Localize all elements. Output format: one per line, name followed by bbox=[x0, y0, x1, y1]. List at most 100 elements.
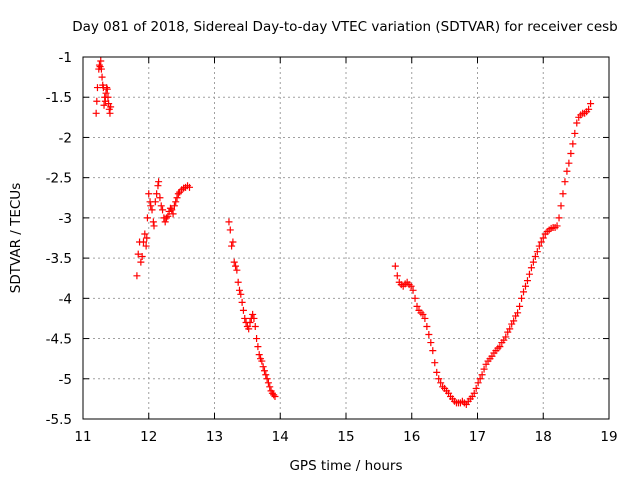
data-point bbox=[245, 325, 253, 333]
x-tick-label: 17 bbox=[469, 429, 486, 445]
data-point bbox=[431, 359, 439, 367]
data-point bbox=[174, 190, 182, 198]
data-point bbox=[506, 325, 514, 333]
data-point bbox=[480, 365, 488, 373]
data-point bbox=[170, 202, 178, 210]
data-point bbox=[474, 379, 482, 387]
data-point bbox=[154, 182, 162, 190]
data-point bbox=[520, 288, 528, 296]
data-point bbox=[164, 212, 172, 220]
x-tick-label: 18 bbox=[535, 429, 552, 445]
data-point bbox=[230, 258, 238, 266]
y-tick-label: -3 bbox=[59, 211, 72, 227]
data-point bbox=[266, 383, 274, 391]
data-point bbox=[238, 298, 246, 306]
data-point bbox=[525, 270, 533, 278]
data-point bbox=[161, 218, 169, 226]
x-tick-label: 12 bbox=[140, 429, 157, 445]
data-point bbox=[225, 218, 233, 226]
data-point bbox=[425, 331, 433, 339]
x-tick-label: 11 bbox=[74, 429, 91, 445]
data-point bbox=[427, 339, 435, 347]
data-point bbox=[151, 198, 159, 206]
data-point bbox=[407, 282, 415, 290]
data-point bbox=[263, 375, 271, 383]
data-point bbox=[555, 214, 563, 222]
data-point bbox=[260, 367, 268, 375]
data-point bbox=[229, 238, 237, 246]
data-point bbox=[100, 101, 108, 109]
data-point bbox=[169, 210, 177, 218]
data-point bbox=[573, 119, 581, 127]
data-point bbox=[421, 314, 429, 322]
data-point bbox=[93, 97, 101, 105]
x-tick-label: 19 bbox=[600, 429, 617, 445]
data-point bbox=[472, 384, 480, 392]
data-point bbox=[571, 129, 579, 137]
data-point bbox=[514, 309, 522, 317]
data-point bbox=[172, 198, 180, 206]
data-point bbox=[413, 302, 421, 310]
y-tick-label: -4 bbox=[59, 291, 72, 307]
data-point bbox=[529, 258, 537, 266]
data-point bbox=[561, 178, 569, 186]
data-point bbox=[186, 183, 194, 191]
x-axis-label: GPS time / hours bbox=[289, 458, 402, 474]
data-point bbox=[153, 190, 161, 198]
data-point bbox=[411, 294, 419, 302]
data-point bbox=[107, 103, 115, 111]
data-point bbox=[559, 190, 567, 198]
data-point bbox=[98, 73, 106, 81]
data-point bbox=[423, 322, 431, 330]
data-point bbox=[142, 242, 150, 250]
data-point bbox=[496, 343, 504, 351]
data-point bbox=[102, 89, 110, 97]
data-point bbox=[254, 343, 262, 351]
data-point bbox=[166, 204, 174, 212]
data-point bbox=[93, 84, 101, 92]
data-point bbox=[516, 302, 524, 310]
y-tick-labels: -1 -1.5 -2 -2.5 -3 -3.5 -4 -4.5 -5 -5.5 bbox=[46, 50, 72, 428]
data-point bbox=[429, 347, 437, 355]
data-point bbox=[138, 253, 146, 261]
data-point bbox=[228, 242, 236, 250]
data-point bbox=[533, 248, 541, 256]
data-point bbox=[253, 335, 261, 343]
data-point bbox=[92, 109, 100, 117]
data-point bbox=[587, 100, 595, 108]
data-point bbox=[234, 278, 242, 286]
data-point bbox=[565, 159, 573, 167]
data-point bbox=[251, 322, 259, 330]
data-point bbox=[156, 194, 164, 202]
y-tick-label: -2 bbox=[59, 130, 72, 146]
data-point bbox=[157, 202, 165, 210]
data-point bbox=[502, 333, 510, 341]
data-point bbox=[270, 391, 278, 399]
data-point bbox=[271, 392, 279, 400]
data-point bbox=[258, 357, 266, 365]
data-point bbox=[523, 277, 531, 285]
data-point bbox=[391, 262, 399, 270]
data-point bbox=[470, 389, 478, 397]
y-tick-label: -1.5 bbox=[46, 90, 72, 106]
data-point bbox=[139, 238, 147, 246]
data-point bbox=[437, 379, 445, 387]
y-tick-label: -5 bbox=[59, 372, 72, 388]
data-point bbox=[173, 194, 181, 202]
data-point bbox=[535, 242, 543, 250]
data-point bbox=[106, 109, 114, 117]
x-tick-labels: 11 12 13 14 15 16 17 18 19 bbox=[74, 429, 617, 445]
data-point bbox=[435, 375, 443, 383]
data-point bbox=[241, 314, 249, 322]
data-point bbox=[232, 262, 240, 270]
x-tick-label: 15 bbox=[337, 429, 354, 445]
data-point bbox=[521, 282, 529, 290]
data-point bbox=[168, 206, 176, 214]
y-tick-label: -2.5 bbox=[46, 171, 72, 187]
data-point bbox=[226, 226, 234, 234]
data-point bbox=[557, 202, 565, 210]
data-point bbox=[569, 140, 577, 148]
data-point bbox=[147, 202, 155, 210]
data-point bbox=[255, 351, 263, 359]
